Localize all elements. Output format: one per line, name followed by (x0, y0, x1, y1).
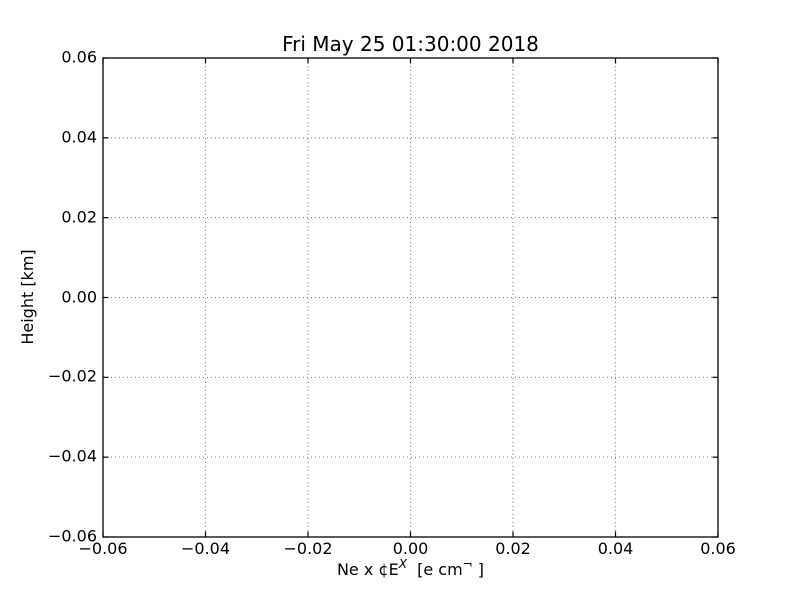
y-tick-label: 0.06 (61, 47, 97, 67)
x-axis-label-close-bracket: ] (472, 560, 485, 579)
x-axis-label-units-superscript: ¬ (462, 557, 473, 571)
y-axis-label: Height [km] (18, 249, 37, 345)
y-tick-label: −0.06 (47, 526, 97, 546)
y-tick-label: 0.04 (61, 127, 97, 147)
x-tick-label: −0.06 (78, 539, 128, 558)
x-tick-label: 0.00 (392, 539, 429, 558)
x-tick-label: 0.06 (700, 539, 736, 558)
chart-title: Fri May 25 01:30:00 2018 (282, 32, 539, 56)
x-axis-label-superscript: X (398, 557, 407, 571)
y-tick-label: 0.00 (61, 287, 97, 307)
y-tick-label: 0.02 (61, 207, 97, 227)
y-tick-label: −0.04 (47, 446, 97, 466)
y-tick-label: −0.02 (47, 366, 97, 386)
x-axis-label: Ne x ¢EX [e cm¬ ] (103, 557, 718, 581)
axes-frame (102, 57, 719, 538)
x-axis-label-text: Ne x ¢E (336, 560, 399, 579)
x-axis-label-units: [e cm (406, 560, 463, 579)
x-tick-label: 0.02 (495, 539, 531, 558)
x-tick-label: −0.02 (283, 539, 333, 558)
x-tick-label: 0.04 (597, 539, 634, 558)
x-tick-label: −0.04 (180, 539, 231, 558)
